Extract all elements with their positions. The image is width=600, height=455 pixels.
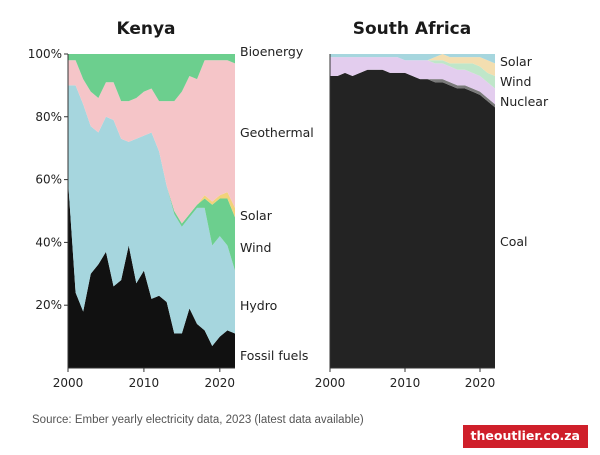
chart-panel-1: South Africa 2000 2010 2020 Coal Nuclear Wind S… [315,19,549,390]
area-fossil-fuels [68,179,235,368]
y-tick-label: 60% [35,173,62,187]
x-tick-label: 2020 [465,376,496,390]
y-tick-label: 100% [28,47,62,61]
series-label-wind: Wind [240,240,271,255]
area-coal [330,69,495,368]
area-hydro [68,85,235,347]
chart-title: Kenya [116,19,175,39]
area-other-renewables [330,54,495,64]
series-label-wind: Wind [500,74,531,89]
y-tick-label: 20% [35,298,62,312]
chart-title: South Africa [353,19,472,39]
x-tick-label: 2020 [205,376,236,390]
series-label-solar: Solar [240,208,273,223]
area-bioenergy [68,54,235,102]
x-tick-label: 2010 [390,376,421,390]
series-label-nuclear: Nuclear [500,94,549,109]
area-nuclear [330,57,495,105]
series-label-geothermal: Geothermal [240,125,314,140]
series-label-bioenergy: Bioenergy [240,44,304,59]
area-other [330,69,495,108]
area-geothermal [68,60,235,224]
series-label-fossil-fuels: Fossil fuels [240,348,308,363]
x-tick-label: 2000 [315,376,346,390]
chart-panel-0: Kenya 20% 40% 60% 80% 100% 2000 2010 2020 Fossil … [28,19,314,390]
source-note: Source: Ember yearly electricity data, 2… [32,414,364,426]
brand-badge[interactable]: theoutlier.co.za [462,425,588,448]
series-label-hydro: Hydro [240,298,277,313]
x-tick-label: 2010 [129,376,160,390]
series-label-coal: Coal [500,234,528,249]
area-wind [330,57,495,89]
x-tick-label: 2000 [53,376,84,390]
series-label-solar: Solar [500,54,533,69]
y-tick-label: 40% [35,235,62,249]
area-solar [330,54,495,76]
y-tick-label: 80% [35,110,62,124]
